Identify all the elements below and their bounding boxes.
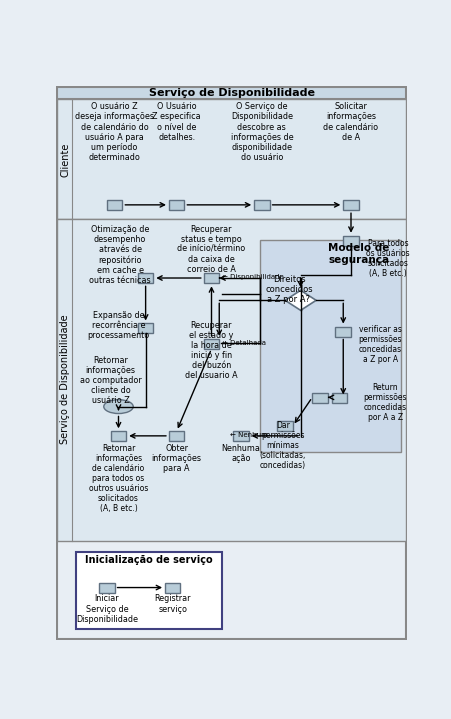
Text: Para todos
os usuários
solicitados
(A, B etc.): Para todos os usuários solicitados (A, B… [366, 239, 409, 278]
FancyBboxPatch shape [57, 219, 405, 541]
FancyBboxPatch shape [203, 339, 219, 349]
FancyBboxPatch shape [76, 552, 221, 629]
FancyBboxPatch shape [99, 583, 115, 593]
Text: Expansão de
recorrência e
processamento: Expansão de recorrência e processamento [87, 311, 149, 340]
FancyBboxPatch shape [138, 324, 153, 334]
Text: O usuário Z
deseja informações
de calendário do
usuário A para
um período
determ: O usuário Z deseja informações de calend… [75, 102, 154, 162]
FancyBboxPatch shape [106, 200, 122, 210]
Text: Recuperar
status e tempo
de início/término
da caixa de
correio de A: Recuperar status e tempo de início/térmi… [177, 225, 245, 274]
FancyBboxPatch shape [342, 200, 358, 210]
FancyBboxPatch shape [138, 273, 153, 283]
FancyBboxPatch shape [342, 236, 358, 246]
Text: Retornar
informações
ao computador
cliente do
usuário Z: Retornar informações ao computador clien… [80, 356, 141, 405]
FancyBboxPatch shape [312, 393, 327, 403]
Text: ← Disponibilidade: ← Disponibilidade [222, 274, 284, 280]
Text: Recuperar
el estado y
la hora de
inicio y fin
del buzón
del usuario A: Recuperar el estado y la hora de inicio … [185, 321, 237, 380]
FancyBboxPatch shape [331, 393, 346, 403]
Text: Direitos
concedidos
a Z por A?: Direitos concedidos a Z por A? [265, 275, 312, 304]
FancyBboxPatch shape [110, 431, 126, 441]
Text: Retornar
informações
de calendário
para todos os
outros usuários
solicitados
(A,: Retornar informações de calendário para … [88, 444, 148, 513]
Text: verificar as
permissões
concedidas
a Z por A: verificar as permissões concedidas a Z p… [358, 325, 401, 364]
Text: Serviço de Disponibilidade: Serviço de Disponibilidade [148, 88, 314, 98]
FancyBboxPatch shape [57, 87, 405, 639]
Text: Modelo de
segurança: Modelo de segurança [327, 243, 389, 265]
Text: Serviço de Disponibilidade: Serviço de Disponibilidade [60, 314, 70, 444]
Text: Return
permissões
concedidas
por A a Z: Return permissões concedidas por A a Z [363, 383, 406, 422]
Text: Dar
permissões
mínimas
(solicitadas,
concedidas): Dar permissões mínimas (solicitadas, con… [259, 421, 305, 470]
FancyBboxPatch shape [169, 200, 184, 210]
FancyBboxPatch shape [335, 326, 350, 336]
Text: Registrar
serviço: Registrar serviço [154, 595, 191, 613]
Text: Solicitar
informações
de calendário
de A: Solicitar informações de calendário de A [323, 102, 378, 142]
Text: Inicialização de serviço: Inicialização de serviço [85, 555, 212, 565]
Text: Otimização de
desempenho
através de
repositório
em cache e
outras técnicas: Otimização de desempenho através de repo… [89, 225, 151, 285]
FancyBboxPatch shape [203, 273, 219, 283]
Text: Iniciar
Serviço de
Disponibilidade: Iniciar Serviço de Disponibilidade [76, 595, 138, 623]
Text: Nenhuma
ação: Nenhuma ação [221, 444, 260, 463]
Text: Cliente: Cliente [60, 142, 70, 177]
FancyBboxPatch shape [165, 583, 180, 593]
Text: Obter
informações
para A: Obter informações para A [151, 444, 201, 472]
Polygon shape [285, 290, 315, 311]
FancyBboxPatch shape [253, 200, 269, 210]
FancyBboxPatch shape [57, 99, 405, 219]
Text: O Serviço de
Disponibilidade
descobre as
informações de
disponibilidade
do usuár: O Serviço de Disponibilidade descobre as… [230, 102, 293, 162]
Text: ← Detalhada: ← Detalhada [222, 339, 266, 346]
FancyBboxPatch shape [57, 87, 405, 99]
FancyBboxPatch shape [169, 431, 184, 441]
FancyBboxPatch shape [259, 240, 400, 452]
Text: ← Nenhum: ← Nenhum [230, 432, 267, 438]
FancyBboxPatch shape [277, 421, 292, 431]
Text: O Usuário
Z especifica
o nível de
detalhes.: O Usuário Z especifica o nível de detalh… [152, 102, 201, 142]
Ellipse shape [104, 400, 133, 413]
FancyBboxPatch shape [233, 431, 248, 441]
